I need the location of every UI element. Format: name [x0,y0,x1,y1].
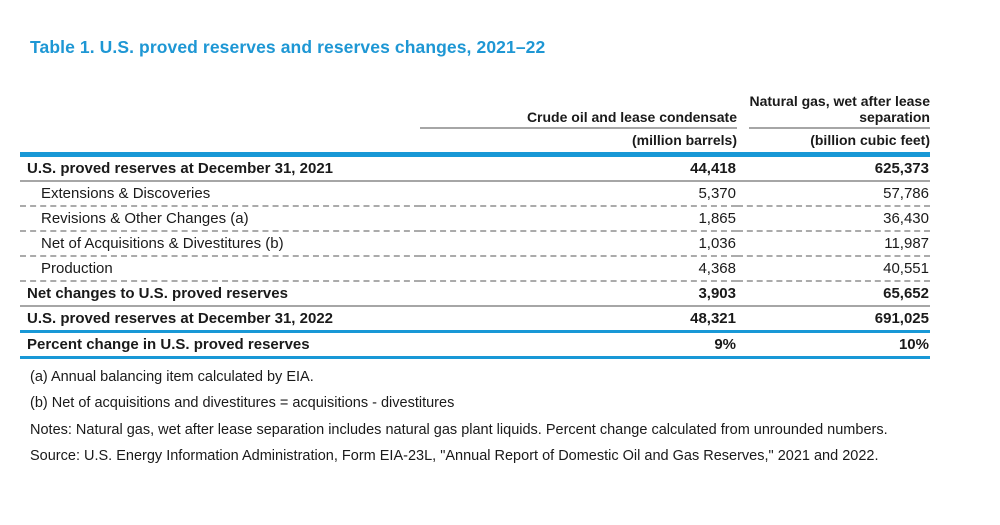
page-title: Table 1. U.S. proved reserves and reserv… [30,37,546,57]
units-row: (million barrels) (billion cubic feet) [20,129,930,157]
table-row-extensions-discoveries: Extensions & Discoveries 5,370 57,786 [20,181,930,207]
footnote-a: (a) Annual balancing item calculated by … [30,369,314,385]
unit-label-oil: (million barrels) [420,129,737,157]
oil-value: 3,903 [420,281,737,307]
empty-units-cell [20,129,420,157]
table-row-reserves-2021: U.S. proved reserves at December 31, 202… [20,154,930,182]
oil-value: 1,865 [420,206,737,232]
gas-value: 40,551 [737,256,930,282]
gas-value: 625,373 [737,154,930,182]
table-row-net-changes: Net changes to U.S. proved reserves 3,90… [20,281,930,307]
table-row-percent-change: Percent change in U.S. proved reserves 9… [20,331,930,359]
footnote-b: (b) Net of acquisitions and divestitures… [30,395,455,412]
gas-value: 11,987 [737,231,930,257]
table-row-reserves-2022: U.S. proved reserves at December 31, 202… [20,306,930,333]
row-label: Net of Acquisitions & Divestitures (b) [20,231,420,257]
gas-value: 691,025 [737,306,930,333]
footnotes: (a) Annual balancing item calculated by … [30,368,908,465]
row-label: Extensions & Discoveries [20,181,420,207]
reserves-table: Crude oil and lease condensate Natural g… [20,93,930,359]
oil-value: 48,321 [420,306,737,333]
table-row-net-acquisitions-divestitures: Net of Acquisitions & Divestitures (b) 1… [20,231,930,257]
row-label: Revisions & Other Changes (a) [20,206,420,232]
column-group-header-row: Crude oil and lease condensate Natural g… [20,93,930,129]
unit-label-gas: (billion cubic feet) [737,129,930,157]
column-header-crude-oil: Crude oil and lease condensate [420,109,737,129]
oil-value: 4,368 [420,256,737,282]
footnote-notes: Notes: Natural gas, wet after lease sepa… [30,421,888,438]
table-row-production: Production 4,368 40,551 [20,256,930,282]
empty-header-cell [20,93,420,129]
row-label: Production [20,256,420,282]
oil-value: 1,036 [420,231,737,257]
gas-value: 57,786 [737,181,930,207]
oil-value: 9% [420,331,737,359]
column-header-natural-gas: Natural gas, wet after lease separation [749,93,930,129]
table-row-revisions-other-changes: Revisions & Other Changes (a) 1,865 36,4… [20,206,930,232]
row-label: U.S. proved reserves at December 31, 202… [20,154,420,182]
footnote-source: Source: U.S. Energy Information Administ… [30,447,879,464]
row-label: U.S. proved reserves at December 31, 202… [20,306,420,333]
row-label: Net changes to U.S. proved reserves [20,281,420,307]
gas-value: 36,430 [737,206,930,232]
row-label: Percent change in U.S. proved reserves [20,331,420,359]
gas-value: 10% [737,331,930,359]
oil-value: 44,418 [420,154,737,182]
gas-value: 65,652 [737,281,930,307]
oil-value: 5,370 [420,181,737,207]
